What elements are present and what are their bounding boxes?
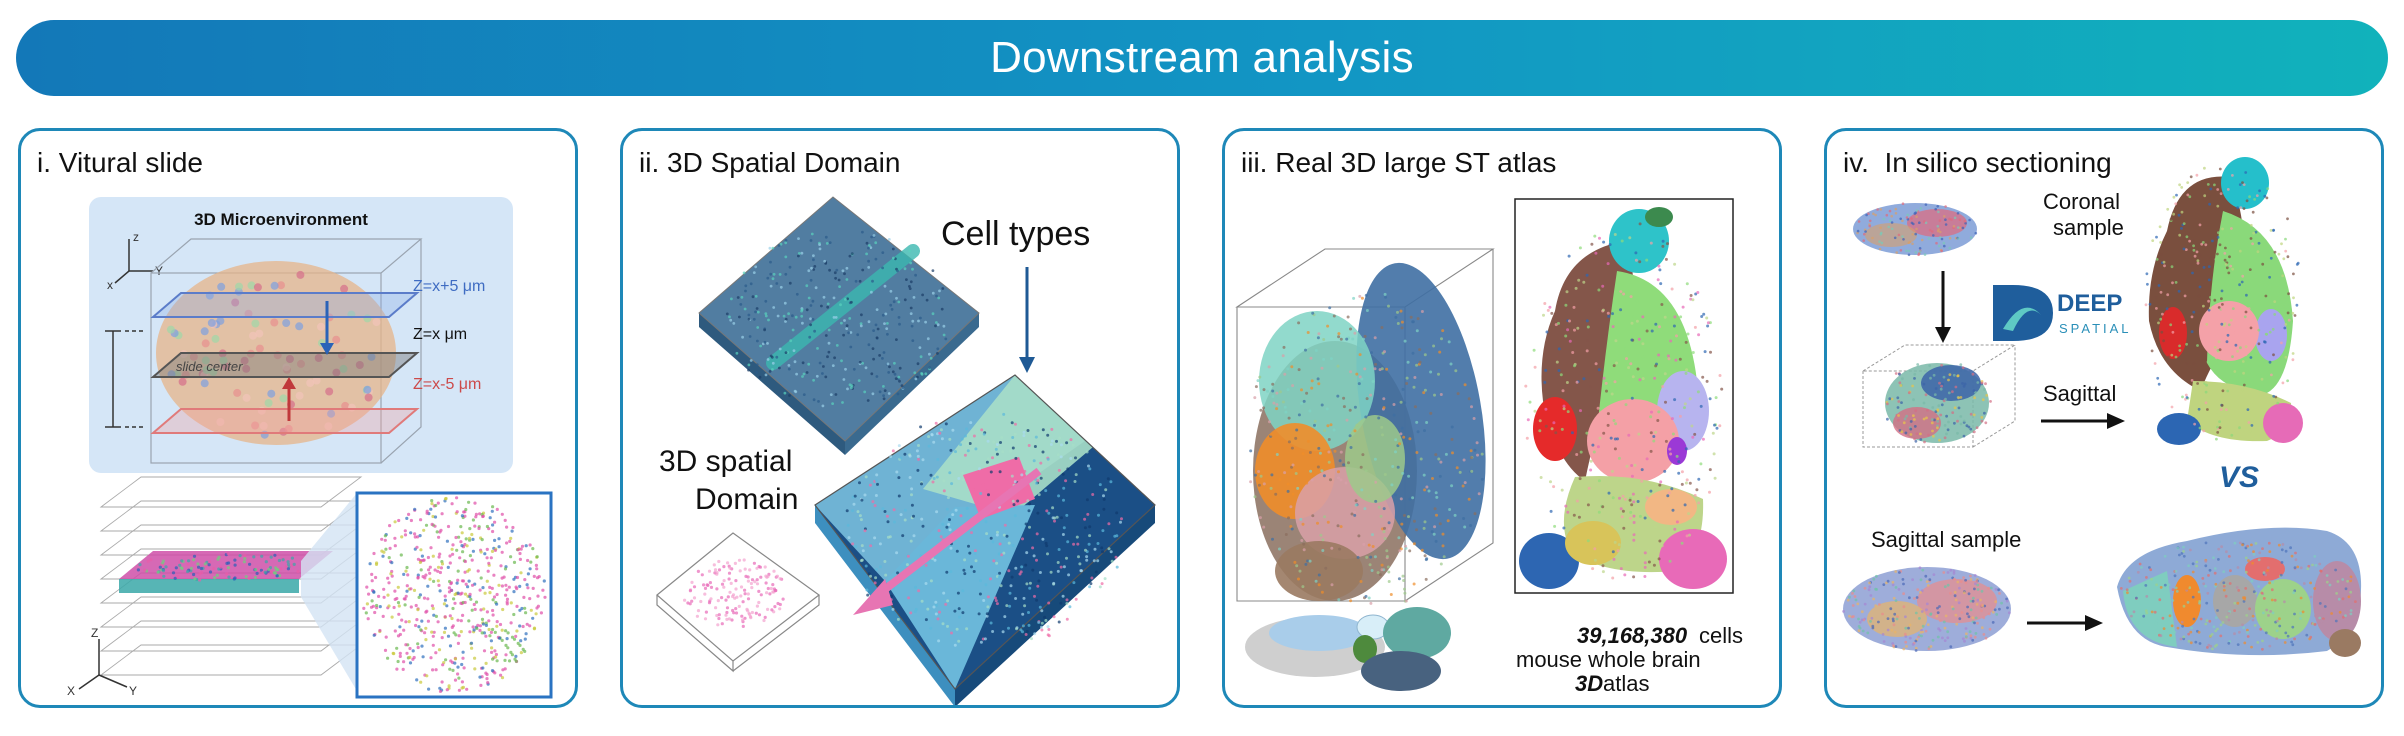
sagittal-sample-label: Sagittal sample — [1871, 527, 2021, 552]
extracted-cells — [683, 558, 785, 628]
panel-title: iii. Real 3D large ST atlas — [1241, 147, 1557, 178]
axis-label-y: Y — [155, 264, 163, 278]
plane-center-label: Z=x μm — [413, 326, 467, 343]
region-thalamus — [1587, 399, 1679, 483]
axis-label-x: x — [107, 278, 113, 292]
panel-in-silico: iv. In silico sectioning Coronal sample … — [1824, 128, 2384, 708]
cells-word: cells — [1699, 623, 1743, 648]
axes-icon — [114, 239, 153, 284]
logo-word-2: SPATIAL — [2059, 321, 2132, 336]
coronal-label-1: Coronal — [2043, 189, 2120, 214]
virtual-slide-figure: 3D Microenvironment z Y x slide center Z… — [67, 197, 553, 699]
axis2-label-x: X — [67, 684, 75, 698]
atlas-subtitle: mouse whole brain — [1516, 647, 1701, 672]
cell-count: 39,168,380 — [1577, 623, 1688, 648]
panel-title: iv. In silico sectioning — [1843, 147, 2112, 178]
axis2-label-y: Y — [129, 684, 137, 698]
cube-outline-big — [814, 374, 1156, 690]
spatial-domain-figure: Cell types 3D spatial Domain — [656, 196, 1156, 705]
header-banner: Downstream analysis — [16, 20, 2388, 96]
section-cells — [1524, 222, 1724, 580]
sagittal-label: Sagittal — [2043, 381, 2116, 406]
plane-lower — [150, 408, 420, 434]
cell-cluster — [166, 270, 381, 439]
plane-center — [150, 352, 420, 378]
region-red — [1533, 397, 1577, 461]
vs-label: VS — [2219, 461, 2259, 494]
panel-spatial-domain: ii. 3D Spatial Domain Cell types 3D spat — [620, 128, 1180, 708]
domain-label-2: Domain — [695, 483, 798, 516]
atlas-cells — [1249, 292, 1484, 605]
coronal-cells — [1856, 202, 1978, 257]
panel-title: ii. 3D Spatial Domain — [639, 147, 901, 178]
axis-label-z: z — [133, 230, 139, 244]
stack-cells — [1885, 363, 1992, 444]
region-blue — [1519, 533, 1579, 589]
microenvironment-title: 3D Microenvironment — [194, 210, 368, 229]
top-cells — [725, 230, 948, 408]
st-atlas-figure: 39,168,380 cells mouse whole brain 3D at… — [1235, 198, 1743, 696]
deepspatial-logo: DEEP SPATIAL — [1993, 285, 2132, 341]
axes-icon-2 — [78, 639, 128, 690]
panel-virtual-slide: i. Vitural slide 3D Microenvironment z Y… — [18, 128, 578, 708]
plane-upper-label: Z=x+5 μm — [413, 278, 485, 295]
full-section-cells — [2119, 541, 2357, 651]
panel-st-atlas: iii. Real 3D large ST atlas — [1222, 128, 1782, 708]
slice-cells — [136, 551, 310, 582]
inset-cells — [362, 496, 547, 694]
header-title: Downstream analysis — [990, 33, 1414, 82]
brain-icon — [1245, 607, 1451, 691]
slide-center-label: slide center — [176, 359, 243, 374]
axis2-label-z: Z — [91, 626, 98, 640]
domain-cells — [845, 412, 1123, 647]
coronal-label-2: sample — [2053, 215, 2124, 240]
logo-word-1: DEEP — [2057, 290, 2122, 317]
zoom-projection — [301, 493, 357, 691]
plane-lower-label: Z=x-5 μm — [413, 376, 481, 393]
reconstructed-cells — [2144, 166, 2300, 441]
cell-types-label: Cell types — [941, 215, 1090, 253]
plane-upper — [150, 292, 420, 318]
bold-3d: 3D — [1575, 671, 1603, 696]
region-pink — [1659, 529, 1727, 589]
arrow-pink — [872, 467, 1042, 601]
domain-label-1: 3D spatial — [659, 445, 792, 478]
cube-outline-top — [698, 196, 980, 442]
thickness-bracket — [105, 330, 145, 428]
atlas-word: atlas — [1603, 671, 1649, 696]
in-silico-figure: Coronal sample DEEP SPATIAL Sagittal — [1842, 157, 2362, 657]
sagittal-cells — [1842, 566, 2011, 652]
panel-title: i. Vitural slide — [37, 147, 204, 178]
